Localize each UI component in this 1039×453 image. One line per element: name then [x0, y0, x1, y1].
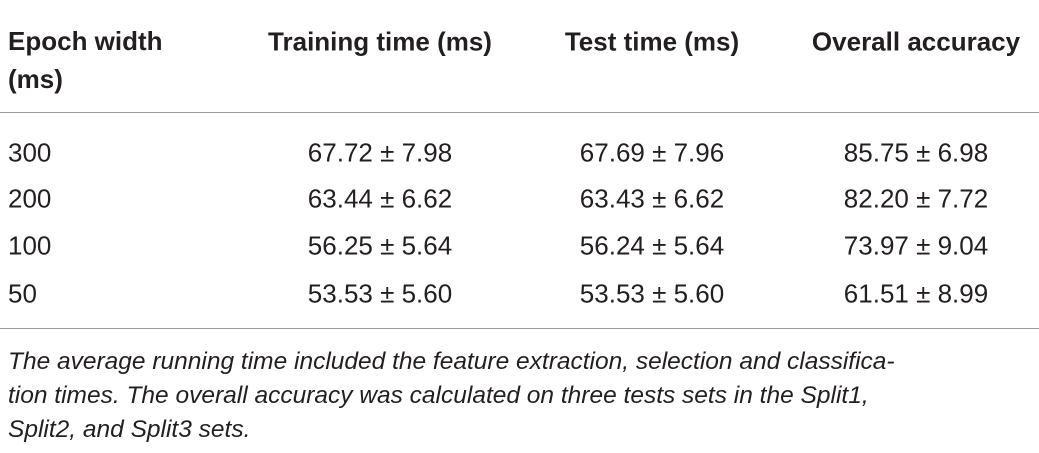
footnote-line: Split2, and Split3 sets.	[8, 416, 251, 443]
table-cell: 200	[8, 183, 52, 214]
table-cell: 85.75 ± 6.98	[843, 137, 989, 168]
column-header: Training time (ms)	[268, 26, 492, 57]
table-cell: 63.44 ± 6.62	[307, 183, 453, 214]
column-header: Test time (ms)	[564, 26, 740, 57]
header-rule	[0, 112, 1039, 113]
bottom-rule	[0, 328, 1039, 329]
table-cell: 53.53 ± 5.60	[579, 278, 725, 309]
table-cell: 53.53 ± 5.60	[307, 278, 453, 309]
footnote-line: The average running time included the fe…	[8, 348, 895, 375]
table-cell: 100	[8, 230, 52, 261]
table-cell: 63.43 ± 6.62	[579, 183, 725, 214]
table-cell: 56.25 ± 5.64	[307, 230, 453, 261]
footnote-line: tion times. The overall accuracy was cal…	[8, 382, 869, 409]
table-cell: 67.69 ± 7.96	[579, 137, 725, 168]
table-cell: 300	[8, 137, 52, 168]
table-cell: 56.24 ± 5.64	[579, 230, 725, 261]
table-cell: 67.72 ± 7.98	[307, 137, 453, 168]
column-header: Overall accuracy	[811, 26, 1021, 57]
table-cell: 82.20 ± 7.72	[843, 183, 989, 214]
table-cell: 61.51 ± 8.99	[843, 278, 989, 309]
table-cell: 73.97 ± 9.04	[843, 230, 989, 261]
column-header: Epoch width (ms)	[8, 26, 163, 94]
table-cell: 50	[8, 278, 37, 309]
